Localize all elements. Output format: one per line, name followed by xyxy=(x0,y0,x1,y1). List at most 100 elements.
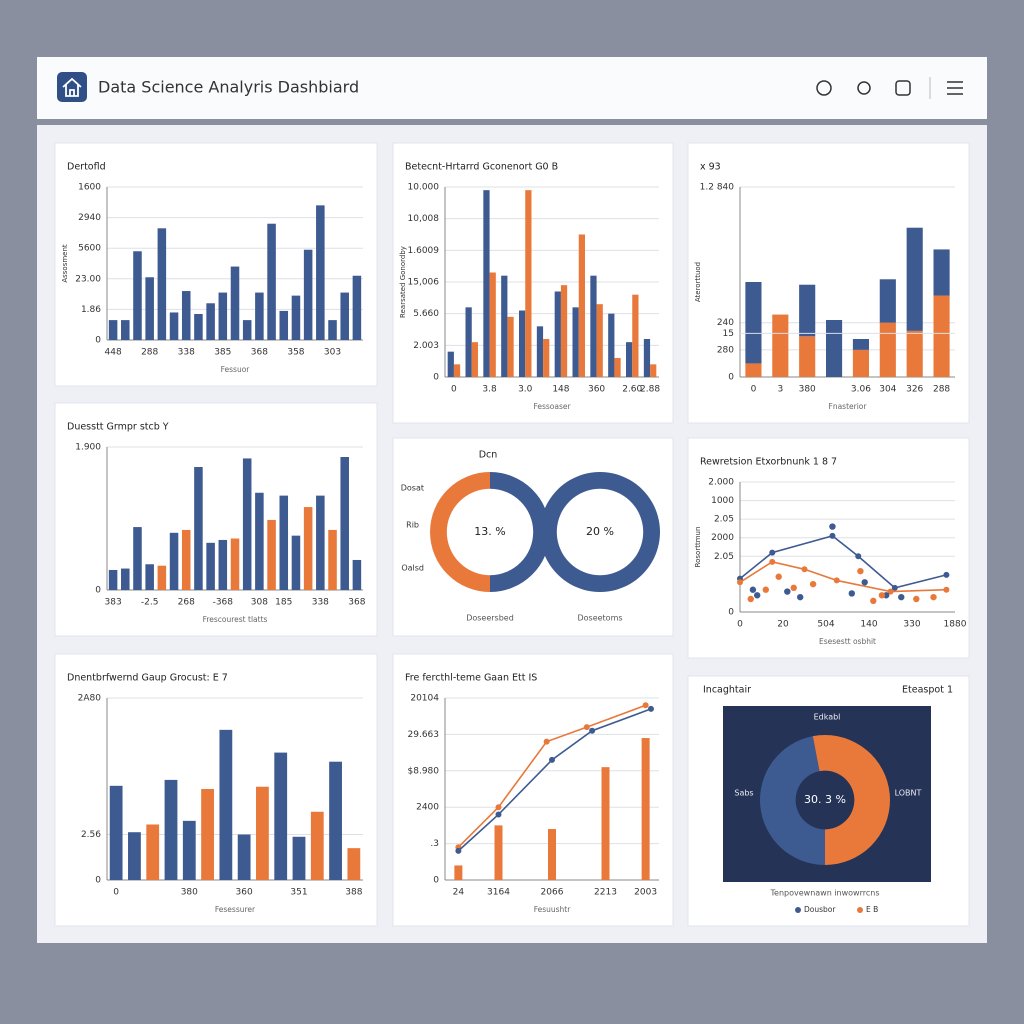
y-tick-label: 0 xyxy=(728,608,734,618)
bar xyxy=(274,752,288,880)
icon-button[interactable] xyxy=(816,80,832,96)
y-tick-label: 5.660 xyxy=(413,309,439,319)
y-tick-label: 2940 xyxy=(78,213,101,223)
line-marker xyxy=(829,532,836,539)
x-tick-label: 303 xyxy=(324,348,341,358)
home-glyph xyxy=(62,77,82,97)
line-marker xyxy=(543,738,550,745)
bar xyxy=(554,291,561,377)
scatter-point xyxy=(762,586,769,593)
donut-caption: Doseersbed xyxy=(466,614,514,623)
bar xyxy=(933,249,950,296)
y-axis-label: Aterorttuod xyxy=(694,262,702,302)
icon-button[interactable] xyxy=(895,80,911,96)
bar xyxy=(279,495,289,590)
x-tick-label: 360 xyxy=(236,888,253,898)
line-marker xyxy=(647,705,654,712)
bar xyxy=(206,303,215,340)
y-tick-label: 0 xyxy=(433,373,439,383)
bar xyxy=(826,320,843,377)
scatter-point xyxy=(775,573,782,580)
donut-segment xyxy=(490,472,550,592)
bar xyxy=(489,272,496,377)
page-title: Data Science Analyris Dashbiard xyxy=(98,78,359,97)
bar xyxy=(772,314,789,377)
y-tick-label: 15,006 xyxy=(408,278,440,288)
x-tick-label: 3 xyxy=(777,385,783,395)
x-tick-label: 288 xyxy=(141,348,158,358)
donut-segment xyxy=(430,472,490,592)
bar xyxy=(219,729,233,880)
bar xyxy=(310,811,324,880)
scatter-point xyxy=(913,595,920,603)
bar xyxy=(608,313,615,377)
scatter-point xyxy=(870,597,877,605)
x-tick-label: 148 xyxy=(552,385,569,395)
bar xyxy=(933,295,950,377)
bar xyxy=(108,569,118,590)
bar xyxy=(121,320,130,340)
line-marker xyxy=(737,579,743,586)
home-icon[interactable] xyxy=(57,72,87,102)
bar xyxy=(454,865,463,880)
x-tick-label: 20 xyxy=(777,620,789,630)
chart-title: Incaghtair xyxy=(703,685,751,696)
bar xyxy=(906,330,923,377)
x-tick-label: 2213 xyxy=(594,888,617,898)
scatter-point xyxy=(861,579,868,586)
y-tick-label: 240 xyxy=(717,318,734,328)
scatter-point xyxy=(878,592,886,599)
x-tick-label: 3.8 xyxy=(482,385,497,395)
menu-button[interactable] xyxy=(947,81,963,95)
bar xyxy=(169,312,179,340)
donut-segment xyxy=(759,736,825,865)
card xyxy=(54,653,378,927)
bar xyxy=(650,364,657,377)
bar xyxy=(328,320,337,340)
y-tick-label: 1.900 xyxy=(75,443,101,453)
bar xyxy=(316,495,325,590)
bar xyxy=(879,279,896,323)
x-axis-label: Fesuushtr xyxy=(534,905,572,914)
bar xyxy=(560,285,568,377)
bar xyxy=(578,234,585,377)
bar xyxy=(267,519,276,590)
y-axis-label: Rosorttmun xyxy=(694,527,702,568)
bar xyxy=(852,349,869,377)
bar xyxy=(237,834,251,880)
scatter-point xyxy=(797,593,804,601)
bar xyxy=(133,251,142,340)
legend-label: E B xyxy=(866,905,878,914)
bar xyxy=(303,249,313,340)
line-marker xyxy=(583,724,590,731)
y-tick-label: 2.000 xyxy=(708,478,734,488)
line xyxy=(739,561,947,593)
bar xyxy=(145,564,154,590)
line-marker xyxy=(642,702,649,709)
x-tick-label: 368 xyxy=(348,598,365,608)
bar xyxy=(218,292,228,340)
bar xyxy=(291,535,301,590)
donut-label: Edkabl xyxy=(814,713,841,722)
line-marker xyxy=(833,577,840,584)
scatter-point xyxy=(754,592,761,599)
x-tick-label: 3.0 xyxy=(518,385,533,395)
bar xyxy=(453,364,461,377)
bar xyxy=(572,307,579,377)
donut-center-label: 13. % xyxy=(474,525,505,538)
bar xyxy=(146,824,160,880)
scatter-point xyxy=(857,567,864,575)
icon-button[interactable] xyxy=(857,81,871,95)
line-marker xyxy=(589,727,596,734)
bar xyxy=(447,351,454,377)
bar xyxy=(643,339,651,377)
x-tick-label: 185 xyxy=(275,598,292,608)
x-tick-label: 338 xyxy=(312,598,329,608)
y-tick-label: 1.2 840 xyxy=(700,183,735,193)
line-marker xyxy=(801,566,808,573)
y-tick-label: 2400 xyxy=(416,803,439,813)
y-tick-label: 0 xyxy=(95,876,101,886)
bar xyxy=(109,785,123,880)
x-tick-label: 0 xyxy=(737,620,743,630)
donut-label: Rib xyxy=(406,521,419,530)
